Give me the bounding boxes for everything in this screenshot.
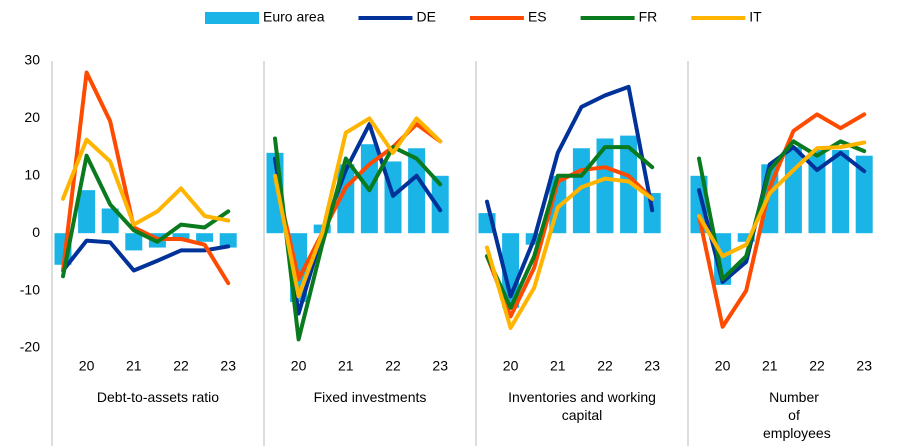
line-series — [61, 238, 231, 273]
line-series — [61, 70, 231, 286]
x-tick-label: 22 — [173, 358, 189, 374]
panel-title: Number of employees — [763, 389, 831, 441]
panel-title: Inventories and working capital — [508, 389, 656, 423]
y-tick-label: 0 — [32, 224, 40, 240]
legend-label: ES — [528, 9, 547, 25]
line-series — [485, 84, 655, 299]
bar — [832, 149, 850, 234]
line-series — [697, 140, 867, 259]
bar — [196, 233, 214, 242]
bar — [620, 135, 638, 234]
x-tick-label: 20 — [503, 358, 519, 374]
bar — [596, 138, 614, 234]
bar — [737, 233, 755, 242]
y-tick-label: 30 — [24, 52, 40, 68]
bar — [784, 147, 802, 234]
bar — [125, 233, 143, 251]
x-tick-label: 20 — [291, 358, 307, 374]
line-series — [485, 176, 655, 330]
x-tick-label: 23 — [856, 358, 872, 374]
x-tick-label: 22 — [809, 358, 825, 374]
line-series — [697, 112, 867, 329]
y-tick-label: 10 — [24, 167, 40, 183]
bar — [101, 208, 119, 234]
x-tick-label: 21 — [550, 358, 566, 374]
line-series — [273, 116, 443, 299]
line-series — [697, 139, 867, 282]
line-series — [61, 153, 231, 279]
bar — [78, 190, 96, 234]
bar — [808, 149, 826, 234]
bar — [643, 193, 661, 234]
line-series — [273, 122, 443, 316]
bar — [172, 233, 190, 239]
y-tick-label: -10 — [20, 281, 40, 297]
legend-label: DE — [416, 9, 435, 25]
panel-title: Fixed investments — [313, 389, 427, 405]
line-series — [273, 136, 443, 342]
legend-label: Euro area — [263, 9, 325, 25]
x-tick-label: 20 — [715, 358, 731, 374]
legend-swatch — [205, 12, 259, 24]
x-tick-label: 22 — [385, 358, 401, 374]
x-tick-label: 20 — [79, 358, 95, 374]
x-tick-label: 23 — [220, 358, 236, 374]
line-series — [485, 145, 655, 310]
bar — [408, 148, 426, 234]
y-tick-label: -20 — [20, 339, 40, 355]
legend-label: FR — [639, 9, 658, 25]
bar — [219, 233, 237, 248]
x-tick-label: 21 — [762, 358, 778, 374]
y-tick-label: 20 — [24, 109, 40, 125]
bar — [431, 175, 449, 234]
x-tick-label: 23 — [432, 358, 448, 374]
x-tick-label: 22 — [597, 358, 613, 374]
x-tick-label: 21 — [338, 358, 354, 374]
line-series — [61, 137, 231, 227]
legend-label: IT — [749, 9, 762, 25]
x-tick-label: 23 — [644, 358, 660, 374]
x-tick-label: 21 — [126, 358, 142, 374]
bar — [855, 155, 873, 234]
panel-title: Debt-to-assets ratio — [96, 389, 220, 405]
